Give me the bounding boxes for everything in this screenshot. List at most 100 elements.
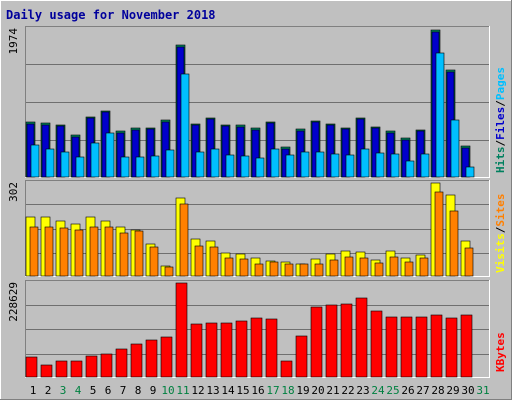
- bar-kbytes-day-5: [85, 355, 98, 378]
- bar-pages-day-16: [255, 157, 265, 178]
- bar-files-day-13: [206, 118, 215, 178]
- bar-sites-day-5: [89, 226, 99, 277]
- bar-pages-day-11: [180, 73, 190, 178]
- bar-sites-day-10: [164, 266, 174, 277]
- bar-files-day-9: [146, 128, 155, 178]
- bar-kbytes-day-6: [100, 353, 113, 378]
- day-label-23: 23: [356, 384, 369, 397]
- bar-pages-day-15: [240, 155, 250, 178]
- y-max-label-bottom: 228629: [7, 282, 20, 322]
- panel-middle: 302: [7, 180, 490, 277]
- day-label-13: 13: [206, 384, 219, 397]
- day-label-22: 22: [341, 384, 354, 397]
- legend-separator: /: [494, 140, 507, 147]
- bar-kbytes-day-26: [400, 316, 413, 378]
- bar-kbytes-day-27: [415, 316, 428, 378]
- bar-sites-day-19: [299, 263, 309, 277]
- bar-files-day-8: [131, 129, 140, 178]
- legend-label-kbytes: KBytes: [494, 332, 507, 372]
- bar-sites-day-3: [59, 227, 69, 277]
- legend-separator: /: [494, 100, 507, 107]
- day-label-31: 31: [476, 384, 489, 397]
- day-label-19: 19: [296, 384, 309, 397]
- day-axis-labels: 1 2 3 4 5 6 7 8 9 10 11 12 13 14 15 16 17 18 19 20 21 22 23 24 2…: [30, 384, 490, 397]
- day-label-29: 29: [446, 384, 459, 397]
- bar-kbytes-day-28: [430, 314, 443, 378]
- day-label-1: 1: [30, 384, 37, 397]
- bar-pages-day-23: [360, 148, 370, 178]
- bar-sites-day-6: [104, 226, 114, 277]
- bar-kbytes-day-14: [220, 322, 233, 378]
- bar-sites-day-12: [194, 245, 204, 277]
- bar-sites-day-2: [44, 226, 54, 277]
- bar-kbytes-day-10: [160, 336, 173, 378]
- bar-pages-day-4: [75, 156, 85, 178]
- bar-pages-day-29: [450, 119, 460, 178]
- day-label-17: 17: [266, 384, 279, 397]
- legend-label-hits: Hits: [494, 147, 507, 174]
- bar-kbytes-day-24: [370, 310, 383, 378]
- bar-sites-day-18: [284, 263, 294, 277]
- bar-sites-day-26: [404, 261, 414, 277]
- bar-pages-day-25: [390, 153, 400, 178]
- bar-pages-day-5: [90, 142, 100, 178]
- bar-pages-day-18: [285, 154, 295, 178]
- day-label-14: 14: [221, 384, 235, 397]
- bar-files-day-21: [326, 124, 335, 178]
- bar-pages-day-3: [60, 151, 70, 178]
- day-label-12: 12: [191, 384, 204, 397]
- bar-files-day-14: [221, 125, 230, 178]
- bar-files-day-7: [116, 132, 125, 178]
- bar-sites-day-29: [449, 210, 459, 277]
- day-label-28: 28: [431, 384, 444, 397]
- day-label-20: 20: [311, 384, 324, 397]
- bar-sites-day-9: [149, 246, 159, 277]
- bar-pages-day-22: [345, 154, 355, 178]
- panel-top: 1974: [7, 26, 490, 178]
- bar-kbytes-day-18: [280, 360, 293, 378]
- bar-kbytes-day-11: [175, 282, 188, 378]
- day-label-27: 27: [416, 384, 429, 397]
- bar-files-day-12: [191, 124, 200, 178]
- day-label-26: 26: [401, 384, 414, 397]
- bar-files-day-3: [56, 125, 65, 178]
- bar-sites-day-24: [374, 262, 384, 277]
- bar-sites-day-25: [389, 256, 399, 277]
- chart-panels: 1974 302 228629: [7, 26, 490, 378]
- bar-sites-day-23: [359, 257, 369, 277]
- bar-sites-day-13: [209, 246, 219, 277]
- bar-kbytes-day-9: [145, 339, 158, 378]
- bar-sites-day-16: [254, 263, 264, 277]
- bar-pages-day-14: [225, 154, 235, 178]
- bar-pages-day-24: [375, 152, 385, 178]
- day-label-30: 30: [461, 384, 474, 397]
- bar-files-day-23: [356, 118, 365, 178]
- bar-files-day-22: [341, 128, 350, 178]
- bar-kbytes-day-2: [40, 364, 53, 378]
- y-max-label-top: 1974: [7, 28, 20, 55]
- day-label-5: 5: [90, 384, 97, 397]
- bar-sites-day-20: [314, 263, 324, 277]
- bar-pages-day-28: [435, 52, 445, 178]
- bar-kbytes-day-16: [250, 317, 263, 378]
- legend-label-files: Files: [494, 107, 507, 140]
- day-label-16: 16: [251, 384, 264, 397]
- bar-kbytes-day-17: [265, 318, 278, 378]
- bar-sites-day-7: [119, 232, 129, 277]
- bar-pages-day-17: [270, 148, 280, 178]
- day-label-3: 3: [60, 384, 67, 397]
- legend-top: Hits/Files/Pages: [494, 67, 507, 173]
- bar-pages-day-10: [165, 149, 175, 178]
- bar-kbytes-day-21: [325, 304, 338, 378]
- bar-kbytes-day-23: [355, 297, 368, 378]
- bar-sites-day-8: [134, 230, 144, 277]
- day-label-9: 9: [150, 384, 157, 397]
- bar-sites-day-22: [344, 256, 354, 277]
- panel-bottom: 228629: [7, 280, 490, 378]
- bar-kbytes-day-3: [55, 360, 68, 378]
- bar-sites-day-27: [419, 257, 429, 277]
- bar-pages-day-2: [45, 148, 55, 178]
